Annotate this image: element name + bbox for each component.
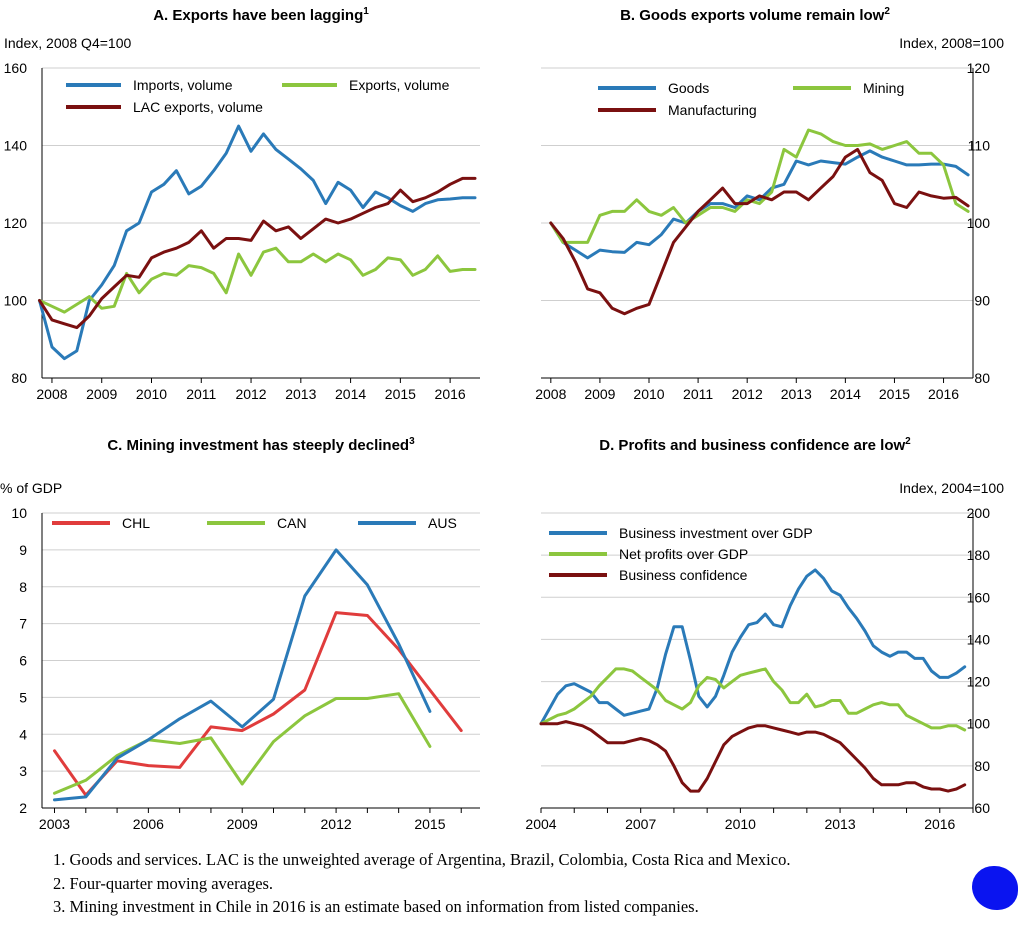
footnote-3: 3. Mining investment in Chile in 2016 is… [53,897,699,916]
x-tick-label: 2012 [732,386,763,402]
x-tick-label: 2013 [285,386,316,402]
y-unit-label: Index, 2008=100 [899,35,1004,51]
y-tick-label: 160 [967,589,991,605]
legend-label: LAC exports, volume [133,99,263,115]
legend-label: Mining [863,80,904,96]
series-line [53,611,463,797]
y-tick-label: 140 [967,631,991,647]
y-tick-label: 200 [967,505,991,521]
series-line [38,124,477,361]
y-tick-label: 90 [974,293,990,309]
series-line [539,720,967,793]
footnotes: 1. Goods and services. LAC is the unweig… [53,848,963,919]
blue-ink-mark [972,866,1018,910]
y-tick-label: 60 [974,800,990,816]
panel-title: C. Mining investment has steeply decline… [107,436,415,454]
series-line [53,548,432,802]
y-tick-label: 120 [967,674,991,690]
legend-label: Business confidence [619,567,748,583]
y-tick-label: 120 [4,215,28,231]
y-tick-label: 80 [11,370,27,386]
series-line [549,149,970,260]
series-line [539,667,967,732]
y-tick-label: 7 [19,616,27,632]
x-tick-label: 2010 [725,816,756,832]
y-tick-label: 6 [19,653,27,669]
y-tick-label: 120 [967,60,991,76]
y-tick-label: 9 [19,542,27,558]
footnote-2: 2. Four-quarter moving averages. [53,873,274,893]
x-tick-label: 2009 [227,816,258,832]
x-tick-label: 2009 [86,386,117,402]
legend-label: CHL [122,515,150,531]
series-line [549,128,970,244]
legend-label: Business investment over GDP [619,525,813,541]
x-tick-label: 2008 [36,386,67,402]
y-tick-label: 100 [4,293,28,309]
x-tick-label: 2012 [235,386,266,402]
x-tick-label: 2012 [321,816,352,832]
x-tick-label: 2013 [824,816,855,832]
series-line [38,176,477,330]
x-tick-label: 2016 [928,386,959,402]
charts-figure: 2008 2009 2010 2011 2012 2013 2014 2015 20168010… [0,6,1004,832]
y-tick-label: 180 [967,547,991,563]
panel-title: B. Goods exports volume remain low2 [620,6,890,24]
x-tick-label: 2011 [186,386,216,402]
series-line [539,568,967,726]
y-tick-label: 80 [974,370,990,386]
x-tick-label: 2010 [136,386,167,402]
y-tick-label: 8 [19,579,27,595]
y-tick-label: 5 [19,689,27,705]
x-tick-label: 2009 [584,386,615,402]
x-tick-label: 2015 [385,386,416,402]
legend-label: Imports, volume [133,77,233,93]
x-tick-label: 2014 [335,386,366,402]
series-line [53,692,432,795]
series-line [549,147,970,316]
footnote-1: 1. Goods and services. LAC is the unweig… [53,850,791,869]
series-line [38,246,477,314]
y-tick-label: 80 [974,758,990,774]
y-tick-label: 10 [11,505,27,521]
y-unit-label: % of GDP [0,480,62,496]
y-tick-label: 100 [967,215,991,231]
panel-c: 2003 2006 2009 2012 2015 2 3 4 5 6 7 8 9 10 % of GDP C.… [0,436,480,832]
x-tick-label: 2006 [133,816,164,832]
y-tick-label: 2 [19,800,27,816]
x-tick-label: 2008 [535,386,566,402]
legend-label: Net profits over GDP [619,546,748,562]
x-tick-label: 2011 [683,386,713,402]
panel-title: D. Profits and business confidence are l… [599,436,911,454]
x-tick-label: 2014 [830,386,861,402]
legend-label: CAN [277,515,307,531]
x-tick-label: 2013 [781,386,812,402]
y-unit-label: Index, 2004=100 [899,480,1004,496]
y-tick-label: 110 [968,138,991,154]
legend-label: Exports, volume [349,77,450,93]
x-tick-label: 2016 [924,816,955,832]
x-tick-label: 2003 [39,816,70,832]
panel-b: 2008 2009 2010 2011 2012 2013 2014 2015 2016 80 90… [535,6,1004,402]
y-unit-label: Index, 2008 Q4=100 [4,35,131,51]
x-tick-label: 2015 [414,816,445,832]
x-tick-label: 2004 [525,816,556,832]
legend-label: Goods [668,80,709,96]
y-tick-label: 4 [19,726,27,742]
y-tick-label: 140 [4,138,28,154]
y-tick-label: 3 [19,763,27,779]
panel-d: 2004 2007 2010 2013 2016 60 80 100 120 140 160 180 2… [525,436,1004,832]
panel-title: A. Exports have been lagging1 [153,6,369,24]
x-tick-label: 2007 [625,816,656,832]
y-tick-label: 160 [4,60,28,76]
x-tick-label: 2016 [435,386,466,402]
y-tick-label: 100 [967,716,991,732]
legend-label: AUS [428,515,457,531]
x-tick-label: 2015 [879,386,910,402]
legend-label: Manufacturing [668,102,757,118]
panel-a: 2008 2009 2010 2011 2012 2013 2014 2015 2016 80 10… [4,6,480,402]
x-tick-label: 2010 [633,386,664,402]
